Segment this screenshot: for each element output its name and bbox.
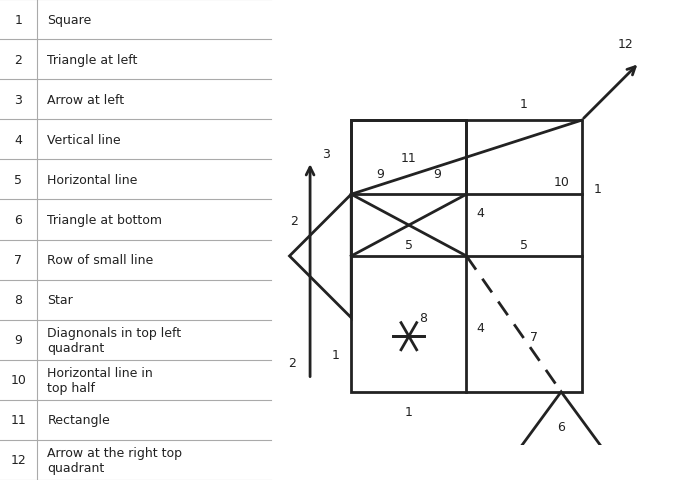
Text: 1: 1 — [405, 405, 413, 418]
Text: 1: 1 — [332, 348, 340, 361]
Text: 11: 11 — [401, 151, 416, 164]
Text: Vertical line: Vertical line — [47, 133, 121, 146]
Text: 7: 7 — [14, 253, 22, 266]
Text: Horizontal line: Horizontal line — [47, 173, 138, 187]
Text: 4: 4 — [477, 207, 484, 220]
Text: 12: 12 — [617, 38, 633, 51]
Text: 1: 1 — [14, 13, 22, 26]
Text: 9: 9 — [14, 334, 22, 347]
Text: 9: 9 — [434, 168, 442, 181]
Text: 5: 5 — [405, 239, 413, 252]
Text: Arrow at the right top
quadrant: Arrow at the right top quadrant — [47, 446, 182, 474]
Text: 4: 4 — [477, 322, 484, 335]
Text: 4: 4 — [14, 133, 22, 146]
Text: 6: 6 — [14, 214, 22, 227]
Text: 3: 3 — [322, 147, 330, 160]
Text: 5: 5 — [520, 239, 528, 252]
Text: 2: 2 — [288, 357, 296, 370]
Text: 7: 7 — [530, 330, 539, 343]
Text: 8: 8 — [419, 312, 427, 324]
Text: Triangle at left: Triangle at left — [47, 53, 138, 67]
Text: 3: 3 — [14, 94, 22, 107]
Text: 1: 1 — [593, 182, 601, 195]
Text: 8: 8 — [14, 293, 22, 307]
Text: Square: Square — [47, 13, 92, 26]
Text: 2: 2 — [14, 53, 22, 67]
Text: 10: 10 — [553, 176, 569, 189]
Text: 2: 2 — [290, 215, 298, 228]
Text: 5: 5 — [14, 173, 22, 187]
Text: 11: 11 — [10, 413, 26, 427]
Text: Horizontal line in
top half: Horizontal line in top half — [47, 366, 153, 394]
Text: 1: 1 — [520, 97, 528, 110]
Text: Star: Star — [47, 293, 73, 307]
Text: Arrow at left: Arrow at left — [47, 94, 125, 107]
Text: 12: 12 — [10, 454, 26, 467]
Text: 10: 10 — [10, 373, 26, 386]
Text: Row of small line: Row of small line — [47, 253, 154, 266]
Text: 9: 9 — [376, 168, 384, 181]
Text: Diagnonals in top left
quadrant: Diagnonals in top left quadrant — [47, 326, 182, 354]
Text: Rectangle: Rectangle — [47, 413, 110, 427]
Text: 6: 6 — [557, 420, 565, 433]
Text: Triangle at bottom: Triangle at bottom — [47, 214, 163, 227]
